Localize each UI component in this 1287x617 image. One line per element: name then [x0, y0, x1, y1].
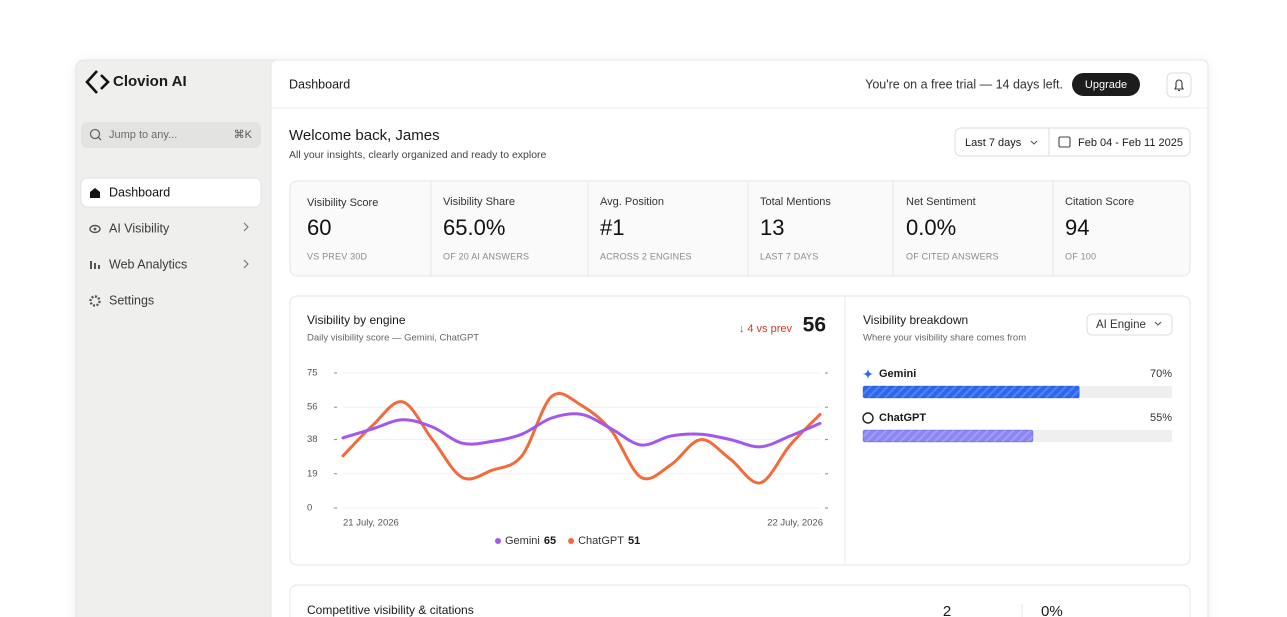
nav-item[interactable]: Settings: [109, 293, 154, 307]
engine-name: Gemini: [879, 368, 916, 380]
breakdown-title: Visibility breakdown: [863, 313, 968, 327]
competitive-stat: 2: [943, 603, 951, 617]
legend-swatch: [568, 538, 575, 544]
kpi-label: Net Sentiment: [906, 196, 976, 208]
kpi-note: OF CITED ANSWERS: [906, 251, 999, 261]
logo-icon: [85, 70, 110, 94]
kpi-note: LAST 7 DAYS: [760, 251, 818, 261]
engine-filter-label: AI Engine: [1096, 319, 1146, 331]
kpi-note: ACROSS 2 ENGINES: [600, 251, 692, 261]
nav-item[interactable]: Dashboard: [109, 185, 170, 199]
nav-item[interactable]: Web Analytics: [109, 257, 187, 271]
legend-entry: ChatGPT 51: [578, 535, 640, 547]
kpi-label: Citation Score: [1065, 196, 1134, 208]
y-tick-label: 75: [307, 368, 318, 379]
chart-subtitle: Daily visibility score — Gemini, ChatGPT: [307, 333, 479, 344]
legend-name: ChatGPT: [578, 535, 624, 547]
gemini-icon: [862, 368, 874, 380]
kpi-note: OF 20 AI ANSWERS: [443, 251, 529, 261]
chevron: [243, 259, 249, 269]
engine-name: ChatGPT: [879, 412, 926, 424]
legend-total: 51: [628, 535, 640, 547]
bell-icon: [1174, 79, 1184, 92]
brand: Clovion AI: [113, 73, 187, 90]
y-tick-label: 56: [307, 402, 318, 413]
kpi-value: 60: [307, 215, 331, 240]
kpi-value: 0.0%: [906, 215, 956, 240]
chevron-down: [1154, 321, 1162, 326]
kpi-label: Visibility Score: [307, 197, 378, 209]
nav-item[interactable]: AI Visibility: [109, 221, 170, 235]
headline-value: 56: [803, 314, 826, 337]
search-box[interactable]: [81, 122, 261, 148]
x-tick-label: 21 July, 2026: [343, 518, 399, 529]
chart-card: [289, 295, 1191, 566]
nav-icon-home: [90, 188, 100, 198]
kpi-value: #1: [600, 215, 624, 240]
y-tick-label: 38: [307, 434, 318, 445]
search-icon: [89, 128, 101, 140]
kpi-value: 65.0%: [443, 215, 505, 240]
series-line: [341, 412, 822, 449]
legend-swatch: [495, 538, 501, 544]
notifications-button[interactable]: [1166, 72, 1192, 98]
share-label: 55%: [1150, 412, 1172, 424]
bar-stripes: [863, 386, 1080, 398]
chevron-down: [1030, 140, 1038, 145]
search-icon-handle: [98, 137, 102, 141]
legend-name: Gemini: [505, 535, 540, 547]
competitive-stat: 0%: [1041, 603, 1063, 617]
page-title: Dashboard: [289, 77, 350, 91]
x-tick-label: 22 July, 2026: [767, 518, 823, 529]
engine-filter[interactable]: [1086, 313, 1173, 336]
kpi-label: Avg. Position: [600, 196, 664, 208]
date-range[interactable]: Feb 04 - Feb 11 2025: [1078, 137, 1183, 149]
kpi-note: OF 100: [1065, 251, 1096, 261]
y-tick-label: 19: [307, 468, 318, 479]
range-select[interactable]: Last 7 days: [965, 137, 1022, 149]
kpi-note: VS PREV 30D: [307, 251, 368, 261]
kpi-value: 13: [760, 215, 784, 240]
nav-icon-gear: [89, 295, 101, 307]
share-label: 70%: [1150, 368, 1172, 380]
kpi-value: 94: [1065, 215, 1089, 240]
welcome-title: Welcome back, James: [289, 127, 440, 144]
trial-notice: You're on a free trial — 14 days left.: [865, 77, 1063, 91]
breakdown-subtitle: Where your visibility share comes from: [863, 333, 1026, 344]
search-placeholder: Jump to any...: [109, 129, 177, 141]
nav-icon-eye: [89, 224, 101, 234]
chevron: [243, 222, 249, 232]
calendar-icon: [1058, 136, 1071, 148]
kpi-card: [289, 180, 1191, 277]
change-indicator: ↓ 4 vs prev: [739, 323, 793, 335]
legend-total: 65: [544, 535, 556, 547]
series-line: [341, 391, 822, 485]
nav-icon-bars: [90, 261, 100, 269]
upgrade-button[interactable]: [1072, 73, 1140, 96]
welcome-subtitle: All your insights, clearly organized and…: [289, 149, 547, 161]
chatgpt-icon: [862, 412, 874, 424]
competitive-title: Competitive visibility & citations: [307, 603, 474, 617]
chart-title: Visibility by engine: [307, 313, 406, 327]
competitive-card: [289, 584, 1191, 617]
nav-active-bg[interactable]: [80, 177, 262, 208]
bar-stripes: [863, 430, 1033, 442]
nav-icon-eye-pupil: [93, 227, 97, 231]
date-picker[interactable]: [954, 127, 1191, 157]
y-tick-label: 0: [307, 503, 312, 514]
kpi-label: Total Mentions: [760, 196, 831, 208]
search-shortcut: ⌘K: [234, 129, 253, 141]
legend-entry: Gemini 65: [505, 535, 556, 547]
kpi-label: Visibility Share: [443, 196, 515, 208]
upgrade-label: Upgrade: [1085, 79, 1127, 91]
